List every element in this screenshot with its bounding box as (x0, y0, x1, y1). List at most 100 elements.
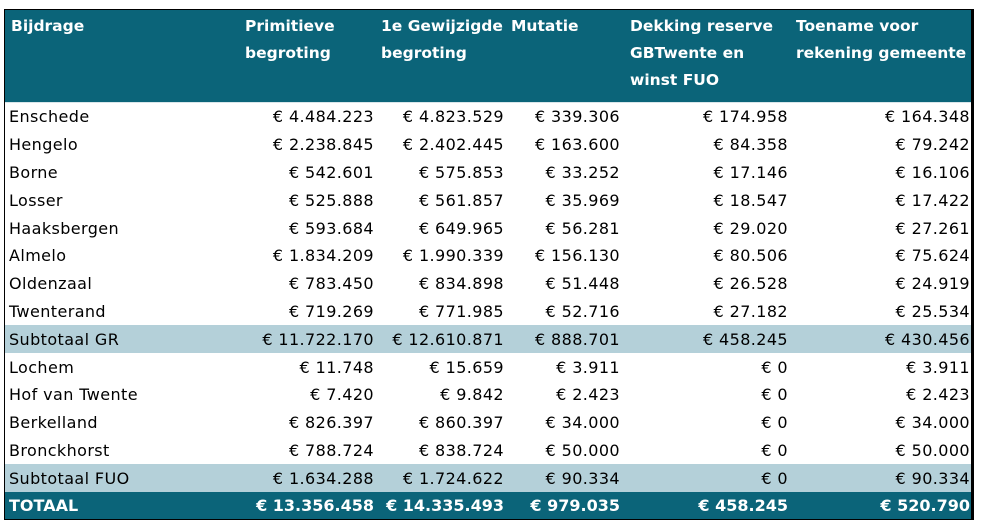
total-row: TOTAAL € 13.356.458 € 14.335.493 € 979.035 €… (5, 492, 971, 520)
toename-gemeente-cell: € 16.106 (895, 162, 970, 182)
municipality-cell: Hof van Twente (9, 385, 138, 405)
gewijzigde-begroting-cell: € 9.842 (440, 385, 504, 405)
dekking-reserve-cell: € 0 (761, 357, 788, 377)
gewijzigde-begroting-cell: € 838.724 (418, 440, 504, 460)
toename-gemeente-cell: € 430.456 (792, 325, 971, 354)
toename-gemeente-cell: € 25.534 (895, 301, 970, 321)
gewijzigde-begroting-cell: € 12.610.871 (377, 325, 507, 354)
dekking-reserve-cell: € 174.958 (626, 101, 792, 131)
subtotal-row: Subtotaal GR € 11.722.170 € 12.610.871 € 88… (5, 325, 971, 354)
municipality-cell: Twenterand (9, 301, 106, 321)
mutatie-cell: € 50.000 (545, 440, 620, 460)
dekking-reserve-cell: € 458.245 (626, 325, 792, 354)
municipality-cell: Berkelland (9, 413, 98, 433)
mutatie-cell: € 34.000 (545, 413, 620, 433)
table-row: Borne € 542.601 € 575.853 € 33.252 € 17.146 €… (5, 159, 971, 187)
primitieve-begroting-cell: € 7.420 (310, 385, 374, 405)
municipality-cell: Lochem (9, 357, 75, 377)
mutatie-cell: € 888.701 (507, 325, 626, 354)
primitieve-begroting-cell: € 593.684 (288, 218, 374, 238)
dekking-reserve-cell: € 0 (761, 413, 788, 433)
dekking-reserve-cell: € 17.146 (713, 162, 788, 182)
municipality-cell: Subtotaal GR (5, 325, 241, 354)
municipality-cell: Borne (9, 162, 59, 182)
table-row: Oldenzaal € 783.450 € 834.898 € 51.448 € 26.… (5, 270, 971, 298)
header-bijdrage: Bijdrage (5, 10, 241, 103)
dekking-reserve-cell: € 29.020 (713, 218, 788, 238)
primitieve-begroting-cell: € 719.269 (288, 301, 374, 321)
municipality-cell: TOTAAL (5, 492, 241, 520)
mutatie-cell: € 51.448 (545, 274, 620, 294)
mutatie-cell: € 156.130 (534, 246, 620, 266)
gewijzigde-begroting-cell: € 14.335.493 (377, 492, 507, 520)
table-row: Lochem € 11.748 € 15.659 € 3.911 € 0 € 3.911 (5, 353, 971, 381)
header-dekking-reserve: Dekking reserve GBTwente en winst FUO (626, 10, 792, 103)
toename-gemeente-cell: € 90.334 (792, 464, 971, 493)
contribution-table-frame: Bijdrage Primitieve begroting 1e Gewijzi… (4, 9, 974, 520)
header-primitieve-begroting: Primitieve begroting (241, 10, 377, 103)
toename-gemeente-cell: € 17.422 (895, 190, 970, 210)
toename-gemeente-cell: € 24.919 (895, 274, 970, 294)
header-mutatie: Mutatie (507, 10, 626, 103)
primitieve-begroting-cell: € 11.748 (299, 357, 374, 377)
table-row: Twenterand € 719.269 € 771.985 € 52.716 € 27… (5, 298, 971, 326)
municipality-cell: Subtotaal FUO (5, 464, 241, 493)
table-row: Bronckhorst € 788.724 € 838.724 € 50.000 € 0… (5, 437, 971, 465)
dekking-reserve-cell: € 18.547 (713, 190, 788, 210)
municipality-cell: Oldenzaal (9, 274, 93, 294)
primitieve-begroting-cell: € 1.834.209 (272, 246, 374, 266)
primitieve-begroting-cell: € 13.356.458 (241, 492, 377, 520)
mutatie-cell: € 35.969 (545, 190, 620, 210)
table-row: Haaksbergen € 593.684 € 649.965 € 56.281 € 2… (5, 214, 971, 242)
gewijzigde-begroting-cell: € 1.724.622 (377, 464, 507, 493)
mutatie-cell: € 3.911 (556, 357, 620, 377)
primitieve-begroting-cell: € 1.634.288 (241, 464, 377, 493)
gewijzigde-begroting-cell: € 561.857 (418, 190, 504, 210)
municipality-cell: Haaksbergen (9, 218, 120, 238)
mutatie-cell: € 979.035 (507, 492, 626, 520)
header-gewijzigde-begroting: 1e Gewijzigde begroting (377, 10, 507, 103)
toename-gemeente-cell: € 2.423 (906, 385, 970, 405)
mutatie-cell: € 33.252 (545, 162, 620, 182)
mutatie-cell: € 90.334 (507, 464, 626, 493)
dekking-reserve-cell: € 0 (626, 464, 792, 493)
dekking-reserve-cell: € 458.245 (626, 492, 792, 520)
primitieve-begroting-cell: € 826.397 (288, 413, 374, 433)
toename-gemeente-cell: € 79.242 (895, 135, 970, 155)
mutatie-cell: € 339.306 (507, 101, 626, 131)
gewijzigde-begroting-cell: € 575.853 (418, 162, 504, 182)
municipality-cell: Bronckhorst (9, 440, 110, 460)
dekking-reserve-cell: € 80.506 (713, 246, 788, 266)
gewijzigde-begroting-cell: € 2.402.445 (402, 135, 504, 155)
contribution-table: Bijdrage Primitieve begroting 1e Gewijzi… (5, 10, 971, 520)
gewijzigde-begroting-cell: € 860.397 (418, 413, 504, 433)
toename-gemeente-cell: € 75.624 (895, 246, 970, 266)
primitieve-begroting-cell: € 2.238.845 (272, 135, 374, 155)
dekking-reserve-cell: € 84.358 (713, 135, 788, 155)
table-row: Almelo € 1.834.209 € 1.990.339 € 156.130 € 8… (5, 242, 971, 270)
primitieve-begroting-cell: € 788.724 (288, 440, 374, 460)
toename-gemeente-cell: € 34.000 (895, 413, 970, 433)
toename-gemeente-cell: € 3.911 (906, 357, 970, 377)
dekking-reserve-cell: € 27.182 (713, 301, 788, 321)
table-row: Hof van Twente € 7.420 € 9.842 € 2.423 € 0 € … (5, 381, 971, 409)
mutatie-cell: € 2.423 (556, 385, 620, 405)
mutatie-cell: € 163.600 (534, 135, 620, 155)
gewijzigde-begroting-cell: € 649.965 (418, 218, 504, 238)
gewijzigde-begroting-cell: € 834.898 (418, 274, 504, 294)
header-toename-gemeente: Toename voor rekening gemeente (792, 10, 971, 103)
toename-gemeente-cell: € 520.790 (792, 492, 971, 520)
dekking-reserve-cell: € 0 (761, 440, 788, 460)
municipality-cell: Enschede (5, 101, 241, 131)
subtotal-row: Subtotaal FUO € 1.634.288 € 1.724.622 € 90.… (5, 464, 971, 493)
table-row: Berkelland € 826.397 € 860.397 € 34.000 € 0 €… (5, 409, 971, 437)
primitieve-begroting-cell: € 525.888 (288, 190, 374, 210)
municipality-cell: Losser (9, 190, 63, 210)
mutatie-cell: € 52.716 (545, 301, 620, 321)
table-row: Hengelo € 2.238.845 € 2.402.445 € 163.600 € … (5, 131, 971, 159)
gewijzigde-begroting-cell: € 4.823.529 (377, 101, 507, 131)
dekking-reserve-cell: € 0 (761, 385, 788, 405)
table-row: Losser € 525.888 € 561.857 € 35.969 € 18.547… (5, 186, 971, 214)
gewijzigde-begroting-cell: € 1.990.339 (402, 246, 504, 266)
dekking-reserve-cell: € 26.528 (713, 274, 788, 294)
